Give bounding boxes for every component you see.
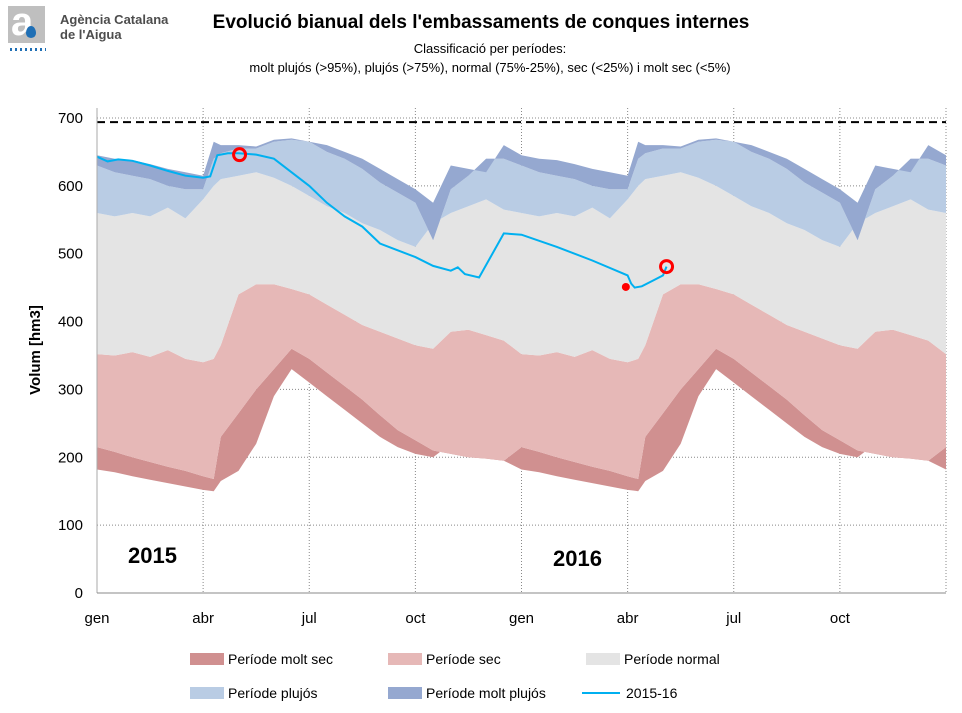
legend-item-molt-plujos: Període molt plujós [388, 685, 546, 701]
y-axis-label: Volum [hm3] [27, 305, 44, 395]
x-tick-label: oct [405, 610, 426, 627]
band-sec [97, 284, 946, 479]
legend-label: Període molt plujós [426, 685, 546, 701]
chart: 0 100 200 300 400 500 600 700 gen abr jul oct gen abr… [27, 108, 947, 627]
aca-logo-icon: a [8, 0, 45, 44]
series-line-2015-16 [96, 152, 668, 289]
legend-swatch-plujos [190, 687, 224, 699]
year-annotation-2016: 2016 [553, 546, 602, 571]
legend-swatch-molt-sec [190, 653, 224, 665]
logo-line2: de l'Aigua [60, 27, 122, 42]
legend-item-sec: Període sec [388, 651, 501, 667]
legend-label: Període sec [426, 651, 501, 667]
legend-swatch-normal [586, 653, 620, 665]
legend-label: Període plujós [228, 685, 318, 701]
x-tick-label: abr [192, 610, 214, 627]
band-molt-plujos [97, 138, 946, 241]
y-tick-label: 100 [58, 517, 83, 534]
overlay [96, 121, 946, 291]
logo-dots [10, 48, 46, 51]
y-tick-label: 600 [58, 178, 83, 195]
x-tick-label: jul [301, 610, 317, 627]
legend-swatch-molt-plujos [388, 687, 422, 699]
y-tick-label: 200 [58, 449, 83, 466]
x-tick-label: abr [617, 610, 639, 627]
year-annotation-2015: 2015 [128, 543, 177, 568]
band-normal [97, 172, 946, 363]
chart-title: Evolució bianual dels l'embassaments de … [212, 12, 750, 33]
legend-item-2015-16: 2015-16 [582, 685, 677, 701]
chart-subtitle-1: Classificació per períodes: [413, 41, 567, 56]
x-tick-label: gen [84, 610, 109, 627]
logo-line1: Agència Catalana [60, 12, 169, 27]
y-tick-label: 700 [58, 110, 83, 127]
y-tick-label: 300 [58, 381, 83, 398]
marker-ring [659, 259, 675, 275]
legend-item-normal: Període normal [586, 651, 720, 667]
band-molt-sec [97, 348, 946, 492]
x-tick-label: oct [830, 610, 851, 627]
legend-item-molt-sec: Període molt sec [190, 651, 333, 667]
logo: a Agència Catalana de l'Aigua [8, 0, 198, 52]
marker-dot [621, 282, 630, 291]
y-tick-label: 0 [75, 585, 83, 602]
legend-swatch-line [582, 692, 620, 694]
chart-subtitle-2: molt plujós (>95%), plujós (>75%), norma… [249, 60, 731, 75]
marker-ring [232, 147, 248, 163]
bands [97, 138, 946, 492]
legend-item-plujos: Període plujós [190, 685, 318, 701]
band-plujos [97, 139, 946, 247]
x-tick-label: jul [725, 610, 741, 627]
legend-label: Període normal [624, 651, 720, 667]
x-tick-label: gen [509, 610, 534, 627]
y-tick-label: 400 [58, 314, 83, 331]
legend-swatch-sec [388, 653, 422, 665]
logo-text: Agència Catalana de l'Aigua [60, 12, 168, 42]
y-tick-label: 500 [58, 246, 83, 263]
axes: 0 100 200 300 400 500 600 700 gen abr jul oct gen abr… [58, 108, 946, 627]
legend-label: 2015-16 [626, 685, 678, 701]
legend-label: Període molt sec [228, 651, 334, 667]
